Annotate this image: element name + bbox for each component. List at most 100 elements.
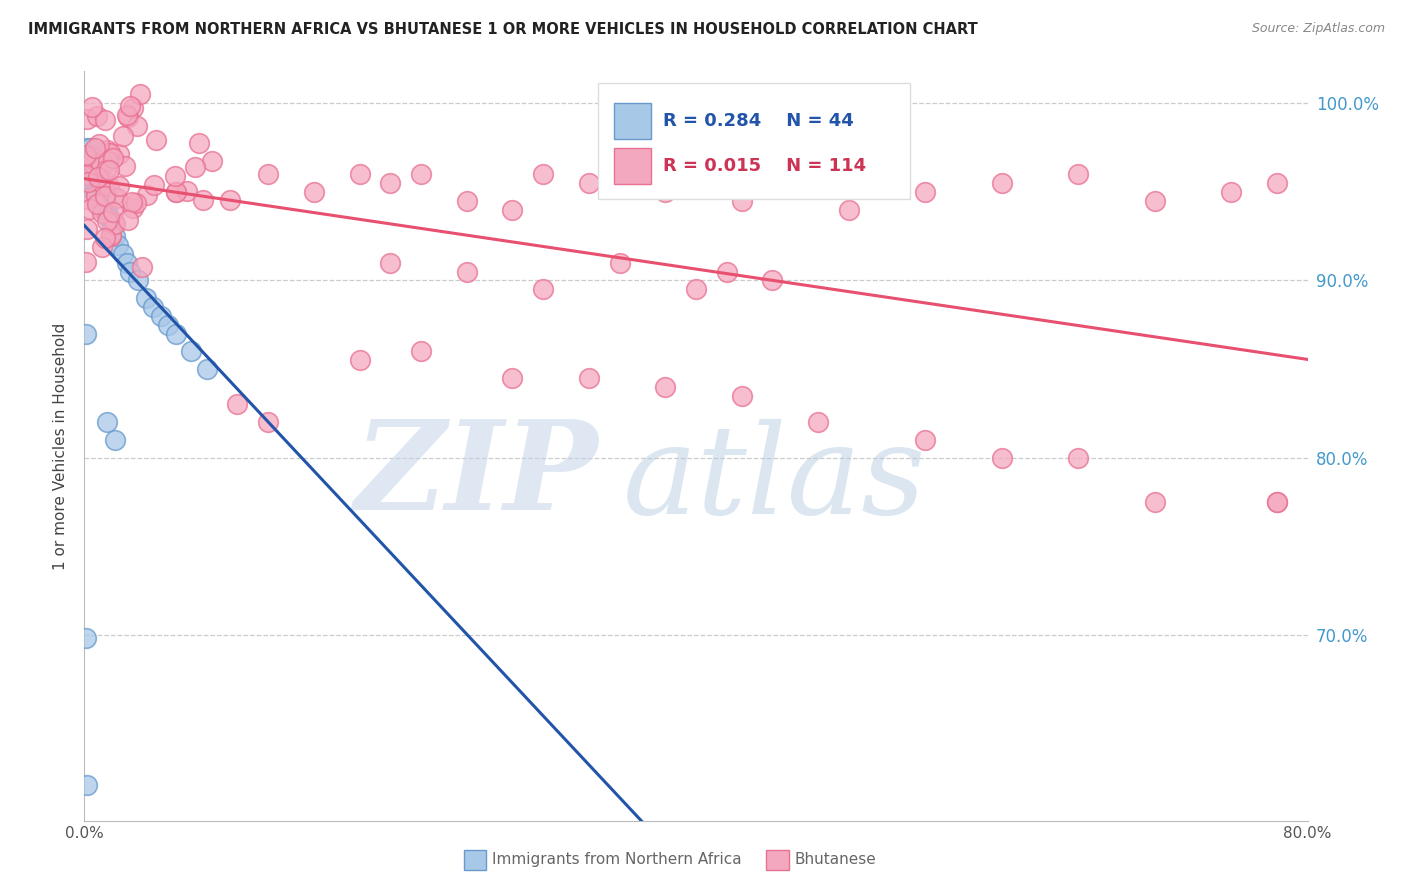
Point: [83, 161, 105, 176]
Point: [302, 185, 325, 199]
Point: [86, 197, 108, 211]
Text: IMMIGRANTS FROM NORTHERN AFRICA VS BHUTANESE 1 OR MORE VEHICLES IN HOUSEHOLD COR: IMMIGRANTS FROM NORTHERN AFRICA VS BHUTA…: [28, 22, 977, 37]
Point: [120, 264, 142, 278]
Point: [157, 318, 180, 332]
Point: [115, 108, 138, 122]
Point: [76, 158, 98, 172]
Point: [838, 202, 860, 217]
Point: [409, 344, 432, 359]
Point: [83, 185, 105, 199]
Point: [94, 194, 117, 208]
Bar: [614, 148, 651, 184]
Point: [89, 194, 111, 208]
Point: [1220, 185, 1243, 199]
Point: [82, 152, 104, 166]
Point: [193, 193, 215, 207]
Point: [77, 149, 100, 163]
Point: [103, 215, 125, 229]
Point: [188, 136, 211, 151]
Point: [84, 189, 107, 203]
Point: [1067, 167, 1090, 181]
Y-axis label: 1 or more Vehicles in Household: 1 or more Vehicles in Household: [53, 322, 69, 570]
Point: [100, 228, 122, 243]
Point: [129, 87, 152, 102]
Point: [991, 176, 1014, 190]
Point: [77, 175, 100, 189]
Point: [96, 214, 118, 228]
Point: [115, 255, 138, 269]
Point: [94, 230, 117, 244]
Point: [94, 188, 117, 202]
FancyBboxPatch shape: [598, 83, 910, 199]
Text: R = 0.284    N = 44: R = 0.284 N = 44: [664, 112, 853, 130]
Point: [105, 191, 128, 205]
Point: [76, 112, 98, 127]
Point: [79, 158, 101, 172]
Point: [100, 228, 122, 243]
Point: [914, 433, 936, 447]
Point: [135, 291, 157, 305]
Point: [90, 185, 112, 199]
Point: [165, 186, 187, 200]
Text: Bhutanese: Bhutanese: [794, 853, 876, 867]
Point: [502, 202, 524, 217]
Point: [107, 179, 129, 194]
Point: [76, 222, 98, 236]
Point: [165, 326, 187, 341]
Point: [84, 167, 107, 181]
Point: [685, 176, 707, 190]
Point: [176, 185, 198, 199]
Point: [80, 149, 103, 163]
Point: [409, 167, 432, 181]
Point: [257, 167, 280, 181]
Point: [1265, 495, 1288, 509]
Point: [349, 353, 371, 368]
Point: [1067, 450, 1090, 465]
Point: [101, 220, 124, 235]
Point: [914, 185, 936, 199]
Point: [1143, 194, 1166, 208]
Bar: [614, 103, 651, 139]
Point: [107, 238, 129, 252]
Point: [90, 160, 112, 174]
Point: [142, 178, 165, 193]
Point: [90, 176, 112, 190]
Point: [685, 282, 707, 296]
Point: [807, 415, 830, 429]
Point: [578, 371, 600, 385]
Point: [75, 168, 97, 182]
Point: [86, 194, 108, 208]
Point: [117, 213, 139, 227]
Point: [991, 450, 1014, 465]
Point: [201, 154, 224, 169]
Point: [77, 167, 100, 181]
Point: [96, 144, 118, 158]
Point: [75, 326, 97, 341]
Point: [456, 194, 478, 208]
Text: Source: ZipAtlas.com: Source: ZipAtlas.com: [1251, 22, 1385, 36]
Point: [1265, 495, 1288, 509]
Point: [75, 176, 97, 190]
Point: [104, 217, 127, 231]
Point: [96, 180, 118, 194]
Point: [257, 415, 280, 429]
Point: [111, 129, 134, 144]
Point: [114, 159, 136, 173]
Point: [142, 300, 165, 314]
Point: [89, 176, 111, 190]
Point: [97, 154, 120, 169]
Point: [87, 167, 110, 181]
Point: [98, 146, 121, 161]
Point: [111, 247, 134, 261]
Point: [104, 433, 127, 447]
Point: [79, 202, 101, 216]
Point: [149, 309, 172, 323]
Point: [531, 282, 554, 296]
Point: [578, 176, 600, 190]
Point: [609, 255, 631, 269]
Point: [716, 264, 738, 278]
Point: [104, 229, 127, 244]
Point: [84, 176, 107, 190]
Text: atlas: atlas: [623, 419, 927, 541]
Point: [83, 158, 105, 172]
